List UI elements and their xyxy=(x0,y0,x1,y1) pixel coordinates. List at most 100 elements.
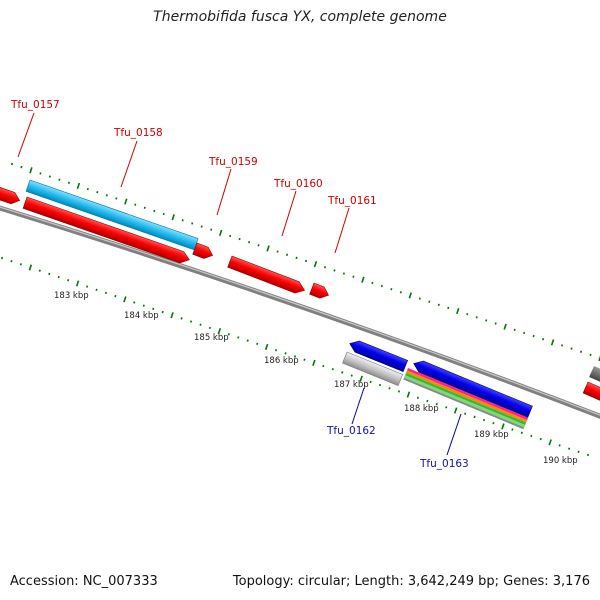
scale-183-kbp: 183 kbp xyxy=(54,291,89,301)
minor-tick xyxy=(530,434,533,438)
minor-tick xyxy=(378,383,382,387)
leader-tfu-0162 xyxy=(351,387,365,425)
major-tick xyxy=(312,359,316,366)
minor-tick xyxy=(153,209,156,213)
minor-tick xyxy=(285,253,289,256)
leader-tfu-0163 xyxy=(446,413,462,456)
accession-text: Accession: NC_007333 xyxy=(10,574,158,589)
minor-tick xyxy=(10,259,13,263)
minor-tick xyxy=(0,256,4,260)
minor-tick xyxy=(210,228,213,231)
minor-tick xyxy=(482,418,486,422)
cds-tfu-0160[interactable] xyxy=(227,255,307,296)
minor-tick xyxy=(276,250,279,253)
minor-tick xyxy=(485,319,488,322)
minor-tick xyxy=(191,222,194,225)
genome-title: Thermobifida fusca YX, complete genome xyxy=(153,9,447,25)
major-tick xyxy=(453,407,458,414)
minor-tick xyxy=(513,328,516,332)
major-tick xyxy=(124,198,128,205)
minor-tick xyxy=(181,219,184,222)
major-tick xyxy=(218,229,223,236)
major-tick xyxy=(361,276,365,283)
minor-tick xyxy=(445,406,448,409)
minor-tick xyxy=(568,447,571,450)
major-tick xyxy=(264,343,269,351)
minor-tick xyxy=(257,244,260,247)
minor-tick xyxy=(248,241,251,244)
minor-tick xyxy=(293,355,297,358)
major-tick xyxy=(75,280,80,287)
minor-tick xyxy=(586,453,590,457)
minor-tick xyxy=(352,275,355,278)
cds-tfu-0157[interactable] xyxy=(0,185,22,206)
minor-tick xyxy=(133,301,136,304)
minor-tick xyxy=(388,387,391,390)
feature-tfu-0158-misc[interactable] xyxy=(25,179,199,251)
lower-tick-row xyxy=(0,256,590,457)
leader-tfu-0161 xyxy=(334,207,350,254)
scale-189-kbp: 189 kbp xyxy=(474,430,509,440)
label-tfu-0158[interactable]: Tfu_0158 xyxy=(113,127,163,139)
minor-tick xyxy=(579,350,583,353)
minor-tick xyxy=(227,333,230,336)
major-tick xyxy=(548,439,552,446)
label-tfu-0162[interactable]: Tfu_0162 xyxy=(326,425,376,437)
minor-tick xyxy=(464,412,467,415)
label-tfu-0161[interactable]: Tfu_0161 xyxy=(327,195,377,207)
cds-tfu-0161[interactable] xyxy=(309,282,331,301)
major-tick xyxy=(456,307,460,315)
genome-backbone-highlight xyxy=(0,206,600,416)
leader-tfu-0159 xyxy=(216,168,232,216)
leader-tfu-0158 xyxy=(120,140,138,188)
minor-tick xyxy=(426,399,429,403)
minor-tick xyxy=(57,275,60,279)
minor-tick xyxy=(380,284,383,288)
feature-edge-dark[interactable] xyxy=(589,366,600,382)
minor-tick xyxy=(39,172,42,175)
cds-edge-red[interactable] xyxy=(582,381,600,402)
scale-188-kbp: 188 kbp xyxy=(404,404,439,414)
minor-tick xyxy=(134,203,137,206)
cds-tfu-0158[interactable] xyxy=(22,196,191,266)
minor-tick xyxy=(539,437,542,441)
minor-tick xyxy=(246,339,249,342)
label-tfu-0163[interactable]: Tfu_0163 xyxy=(419,458,469,470)
minor-tick xyxy=(19,263,22,266)
minor-tick xyxy=(48,272,51,276)
major-tick xyxy=(76,182,81,190)
minor-tick xyxy=(542,338,545,341)
major-tick xyxy=(503,323,507,330)
minor-tick xyxy=(200,225,203,228)
feature-tfu-0163-stack[interactable] xyxy=(403,368,529,430)
minor-tick xyxy=(435,402,438,406)
minor-tick xyxy=(397,390,401,393)
minor-tick xyxy=(48,175,52,178)
upper-tick-row xyxy=(10,162,600,362)
minor-tick xyxy=(275,348,278,352)
minor-tick xyxy=(237,336,240,339)
label-tfu-0159[interactable]: Tfu_0159 xyxy=(208,156,258,168)
minor-tick xyxy=(67,181,70,184)
minor-tick xyxy=(58,178,61,181)
minor-tick xyxy=(558,444,561,447)
minor-tick xyxy=(86,187,89,191)
major-tick xyxy=(406,391,411,398)
minor-tick xyxy=(473,415,476,419)
minor-tick xyxy=(105,194,108,197)
minor-tick xyxy=(295,256,298,260)
feature-tfu-0162-misc[interactable] xyxy=(342,351,404,386)
cds-tfu-0162[interactable] xyxy=(348,338,409,372)
minor-tick xyxy=(96,190,99,194)
cds-tfu-0163[interactable] xyxy=(411,358,533,418)
minor-tick xyxy=(532,334,535,338)
label-tfu-0157[interactable]: Tfu_0157 xyxy=(10,99,60,111)
minor-tick xyxy=(256,342,259,345)
major-tick xyxy=(313,261,318,268)
label-tfu-0160[interactable]: Tfu_0160 xyxy=(273,178,323,190)
minor-tick xyxy=(577,450,580,454)
scale-186-kbp: 186 kbp xyxy=(264,356,299,366)
cds-tfu-0159[interactable] xyxy=(192,242,215,261)
minor-tick xyxy=(20,165,23,169)
